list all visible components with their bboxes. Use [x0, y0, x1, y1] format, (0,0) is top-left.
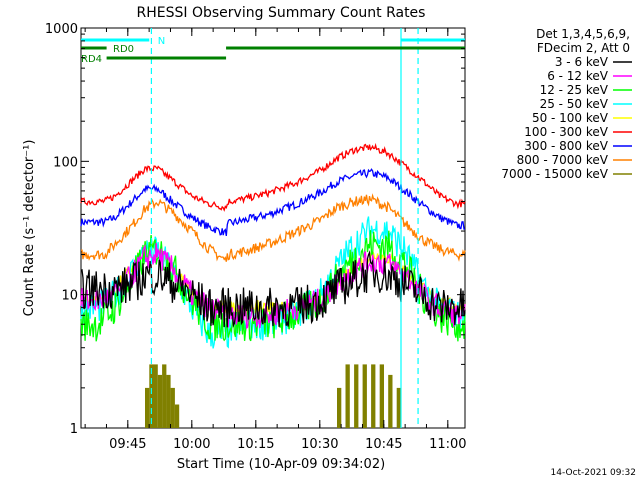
series-bar-8-3 — [157, 374, 163, 428]
series-bar-8-10 — [354, 364, 359, 428]
series-bar-8-9 — [345, 364, 350, 428]
series-bar-8-11 — [362, 364, 367, 428]
x-tick-label: 10:00 — [173, 437, 210, 452]
legend: Det 1,3,4,5,6,9,FDecim 2, Att 03 - 6 keV… — [501, 27, 632, 181]
state-label-1: RD0 — [113, 44, 134, 55]
x-tick-label: 10:15 — [237, 437, 274, 452]
x-tick-label: 10:30 — [301, 437, 338, 452]
x-axis-label: Start Time (10-Apr-09 09:34:02) — [177, 457, 385, 472]
state-label-2: RD4 — [81, 54, 102, 65]
series-bar-8-8 — [337, 387, 342, 428]
y-tick-label: 1 — [70, 422, 78, 437]
series-bar-8-13 — [379, 364, 384, 428]
series-bar-8-12 — [371, 364, 376, 428]
series-bar-8-4 — [162, 364, 167, 428]
legend-label-3: 25 - 50 keV — [540, 97, 609, 111]
y-axis: 1 10 100 1000 — [45, 22, 465, 437]
y-tick-label: 10 — [61, 289, 78, 304]
x-tick-label: 11:00 — [429, 437, 466, 452]
x-axis: 09:45 10:00 10:15 10:30 10:45 11:00 — [84, 28, 467, 452]
y-axis-label: Count Rate (s⁻¹ detector⁻¹) — [22, 140, 37, 317]
series-line-5 — [80, 142, 466, 212]
legend-label-4: 50 - 100 keV — [532, 111, 609, 125]
series-bar-8-15 — [396, 387, 401, 428]
legend-label-5: 100 - 300 keV — [524, 125, 608, 139]
plot-frame — [80, 27, 466, 429]
x-tick-label: 09:45 — [109, 437, 146, 452]
chart-title: RHESSI Observing Summary Count Rates — [137, 5, 426, 21]
overlay-layer: N RD0 RD4 — [81, 28, 465, 428]
series-layer — [80, 142, 466, 428]
series-bar-8-1 — [149, 364, 154, 428]
state-label-0: N — [158, 36, 165, 47]
legend-header-1: FDecim 2, Att 0 — [537, 41, 630, 55]
legend-label-2: 12 - 25 keV — [540, 83, 609, 97]
legend-label-8: 7000 - 15000 keV — [501, 167, 608, 181]
series-bar-8-7 — [174, 404, 180, 428]
series-bar-8-5 — [166, 374, 171, 428]
legend-header-0: Det 1,3,4,5,6,9, — [536, 27, 630, 41]
x-tick-label: 10:45 — [365, 437, 402, 452]
series-bar-8-6 — [170, 387, 175, 428]
date-stamp: 14-Oct-2021 09:32 — [551, 468, 636, 478]
legend-label-6: 300 - 800 keV — [524, 139, 608, 153]
y-tick-label: 1000 — [45, 22, 78, 37]
series-bar-8-2 — [153, 364, 158, 428]
legend-label-1: 6 - 12 keV — [547, 69, 609, 83]
legend-label-7: 800 - 7000 keV — [517, 153, 609, 167]
legend-label-0: 3 - 6 keV — [555, 55, 609, 69]
y-tick-label: 100 — [53, 155, 78, 170]
series-bar-8-14 — [388, 374, 393, 428]
series-bar-8-0 — [145, 387, 150, 428]
